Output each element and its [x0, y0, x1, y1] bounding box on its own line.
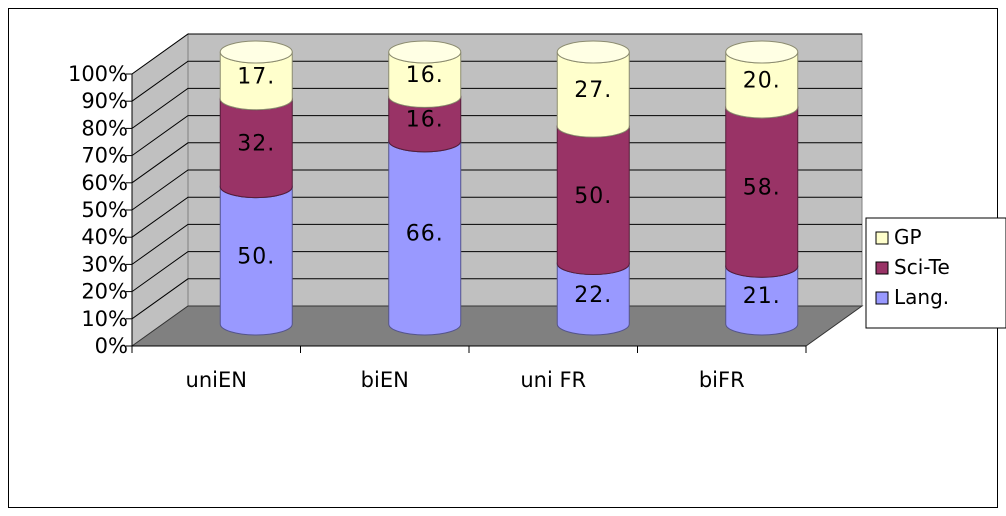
legend-label: GP	[894, 225, 922, 249]
data-label: 22.	[574, 283, 612, 308]
y-tick-label: 40%	[81, 225, 128, 249]
data-label: 66.	[406, 221, 444, 246]
gridline	[131, 196, 862, 238]
y-tick-label: 80%	[81, 116, 128, 140]
x-category-label: biFR	[699, 368, 745, 392]
gridline	[131, 223, 862, 265]
legend-label: Sci-Te	[894, 255, 950, 279]
y-tick-label: 20%	[81, 280, 128, 304]
gridline	[131, 169, 862, 211]
y-tick-label: 70%	[81, 144, 128, 168]
x-category-label: uniEN	[186, 368, 247, 392]
data-label: 50.	[237, 244, 275, 269]
gridline	[131, 115, 862, 157]
legend-label: Lang.	[894, 285, 949, 309]
gridline	[131, 87, 862, 129]
gridline	[131, 33, 862, 75]
data-label: 20.	[743, 68, 781, 93]
legend-box	[865, 217, 1006, 329]
bar-segment-top	[725, 40, 799, 64]
gridline	[131, 251, 862, 293]
y-tick-label: 60%	[81, 171, 128, 195]
data-label: 21.	[743, 284, 781, 309]
y-tick-label: 30%	[81, 252, 128, 276]
y-tick-label: 90%	[81, 89, 128, 113]
data-label: 16.	[406, 63, 444, 88]
gridline	[131, 278, 862, 320]
gridline	[131, 142, 862, 184]
data-label: 17.	[237, 64, 275, 89]
gridline	[131, 60, 862, 102]
y-tick-label: 0%	[95, 334, 128, 358]
y-tick-label: 50%	[81, 198, 128, 222]
data-label: 50.	[574, 184, 612, 209]
bar-segment-top	[388, 40, 462, 64]
y-tick-label: 10%	[81, 307, 128, 331]
legend-swatch	[875, 291, 889, 305]
data-label: 58.	[743, 176, 781, 201]
legend-swatch	[875, 231, 889, 245]
x-category-label: biEN	[361, 368, 409, 392]
x-category-label: uni FR	[520, 368, 586, 392]
legend-swatch	[875, 261, 889, 275]
y-tick-label: 100%	[68, 62, 128, 86]
data-label: 32.	[237, 132, 275, 157]
data-label: 16.	[406, 108, 444, 133]
bar-segment-top	[556, 40, 630, 64]
data-label: 27.	[574, 78, 612, 103]
bar-segment-top	[219, 40, 293, 64]
